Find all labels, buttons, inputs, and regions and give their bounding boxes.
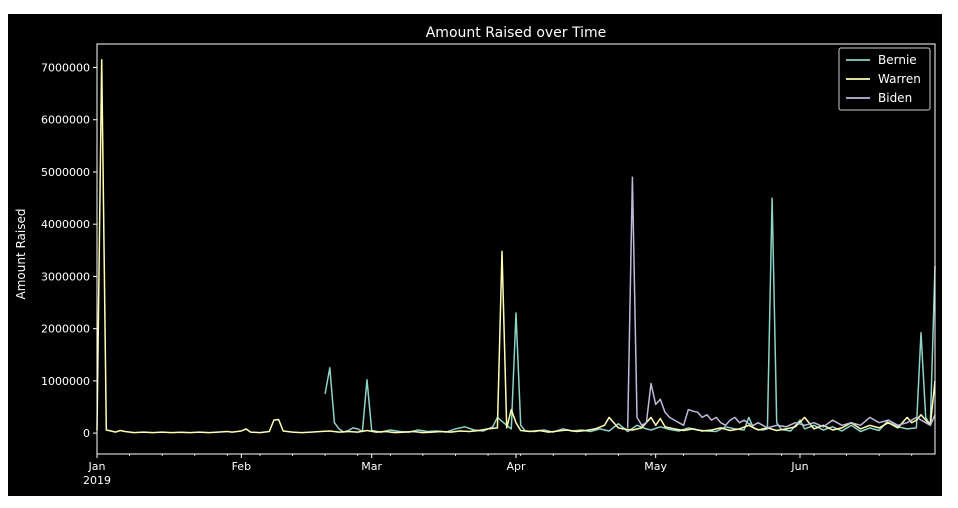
x-tick-sublabel: 2019 xyxy=(83,474,111,487)
legend-label-biden: Biden xyxy=(878,91,912,105)
y-axis-label: Amount Raised xyxy=(14,209,28,300)
series-line-warren xyxy=(96,58,936,434)
legend-box xyxy=(838,47,931,111)
x-tick-label: Jun xyxy=(790,460,808,473)
x-tick-label: Mar xyxy=(361,460,382,473)
chart-title: Amount Raised over Time xyxy=(426,25,607,41)
legend-label-bernie: Bernie xyxy=(878,53,917,67)
x-tick-label: May xyxy=(644,460,667,473)
y-tick-label: 7000000 xyxy=(41,62,90,75)
x-tick-label: Feb xyxy=(232,460,251,473)
axes: 0 1000000 2000000 3000000 4000000 5000000 6000… xyxy=(41,43,936,487)
x-tick-label: Apr xyxy=(506,460,526,473)
y-tick-label: 5000000 xyxy=(41,166,90,179)
series-lines xyxy=(96,58,936,434)
plot-area: 0 1000000 2000000 3000000 4000000 5000000 6000… xyxy=(41,43,936,487)
plot-background xyxy=(97,44,935,454)
legend-label-warren: Warren xyxy=(878,72,921,86)
y-tick-label: 3000000 xyxy=(41,270,90,283)
x-tick-label: Jan xyxy=(88,460,106,473)
y-tick-label: 1000000 xyxy=(41,375,90,388)
y-tick-label: 2000000 xyxy=(41,323,90,336)
y-tick-label: 0 xyxy=(83,427,90,440)
y-tick-label: 4000000 xyxy=(41,218,90,231)
legend: Bernie Warren Biden xyxy=(838,47,931,111)
series-line-biden xyxy=(626,176,936,429)
y-tick-label: 6000000 xyxy=(41,114,90,127)
